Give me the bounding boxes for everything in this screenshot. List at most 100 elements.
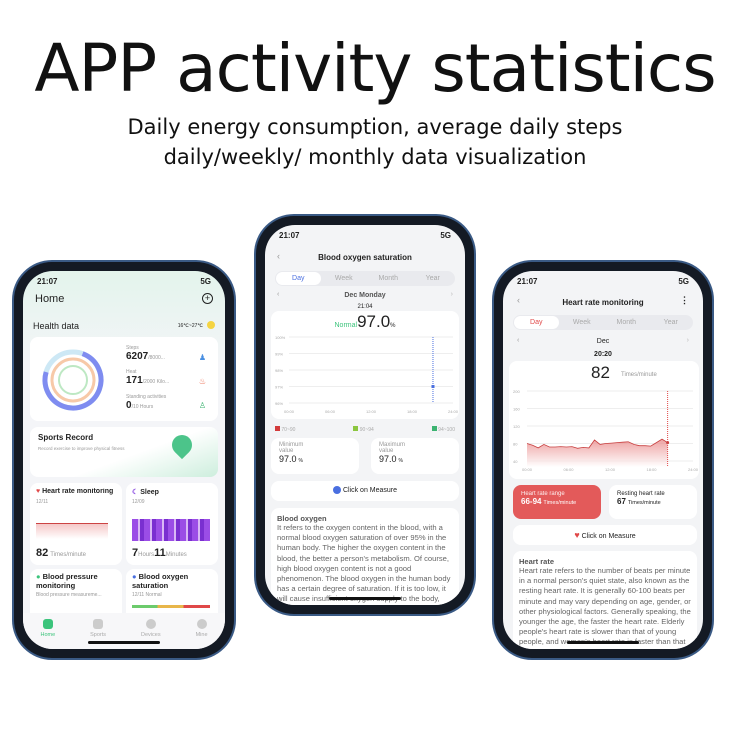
nav-sports[interactable]: Sports [90, 619, 106, 649]
sports-record-card[interactable]: Sports Record Record exercise to improve… [30, 427, 218, 477]
date-label: Dec Monday [344, 292, 386, 299]
x-tick-label: 12:00 [366, 409, 377, 414]
info-card: Heart rate Heart rate refers to the numb… [513, 551, 697, 649]
more-icon[interactable]: ⋮ [680, 295, 689, 305]
spo2-value: 97.0 [357, 312, 391, 331]
date-label: Dec [596, 338, 610, 345]
spo2-legend: 70~90 90~94 94~100 [275, 426, 455, 433]
phone-heart-rate: 21:07 5G ‹ Heart rate monitoring ⋮ Day Wee… [494, 262, 712, 658]
heart-mini-chart [36, 523, 108, 539]
x-tick-label: 00:00 [284, 409, 295, 414]
heart-icon: ♥ [574, 530, 580, 540]
heart-title: Heart rate monitoring [42, 488, 114, 495]
back-icon[interactable]: ‹ [277, 251, 280, 261]
hr-chart: 200 160 120 80 40 00:00 06:00 12:00 18:00 24:00 [513, 389, 699, 472]
data-point [431, 385, 435, 388]
tab-month[interactable]: Month [378, 275, 398, 282]
next-icon[interactable]: › [686, 337, 689, 344]
sleep-title: Sleep [140, 489, 159, 496]
nav-home[interactable]: Home [40, 619, 55, 649]
home-indicator [329, 597, 401, 600]
min-value-card: Minimum value 97.0 % [271, 438, 359, 474]
heart-rate-screen: 21:07 5G ‹ Heart rate monitoring ⋮ Day Wee… [503, 271, 703, 649]
screen-title: Blood oxygen saturation [318, 253, 412, 262]
max-value-card: Maximum value 97.0 % [371, 438, 459, 474]
x-tick-label: 24:00 [448, 409, 459, 414]
hr-chart-card: 82 Times/minute 200 160 120 80 40 00:00 06:00 1… [509, 361, 699, 479]
info-text: It refers to the oxygen content in the b… [277, 523, 451, 605]
y-tick-label: 80 [513, 442, 518, 447]
bp-desc: Blood pressure measureme... [36, 592, 102, 598]
info-card: Blood oxygen It refers to the oxygen con… [271, 508, 459, 605]
headline: APP activity statistics [34, 30, 716, 107]
sleep-card[interactable]: ☾ Sleep 12/09 7Hours11Minutes [126, 483, 218, 565]
heart-rate-card[interactable]: ♥ Heart rate monitoring 12/11 82 Times/m… [30, 483, 122, 565]
hr-unit: Times/minute [621, 372, 657, 378]
status-time: 21:07 [37, 277, 58, 286]
legend-item: 94~100 [431, 426, 455, 433]
nav-mine[interactable]: Mine [196, 619, 208, 649]
tab-week[interactable]: Week [572, 319, 591, 326]
moon-icon: ☾ [132, 489, 139, 496]
standing-stat: Standing activities 0/10 Hours [126, 394, 167, 411]
tab-day[interactable]: Day [276, 272, 321, 285]
sports-desc: Record exercise to improve physical fitn… [38, 446, 125, 451]
plus-circle-icon[interactable]: + [202, 293, 213, 304]
info-title: Heart rate [519, 557, 555, 566]
status-time: 21:07 [279, 231, 300, 240]
standing-icon: ♙ [198, 401, 206, 410]
hr-area [527, 439, 668, 467]
legend-item: 70~90 [275, 426, 295, 433]
x-tick-label: 18:00 [646, 467, 657, 472]
heart-date: 12/11 [36, 499, 49, 505]
x-tick-label: 12:00 [605, 467, 616, 472]
home-indicator [88, 641, 160, 644]
y-tick-label: 120 [513, 424, 520, 429]
y-tick-label: 100% [275, 335, 286, 340]
next-icon[interactable]: › [450, 291, 453, 298]
phone-spo2: 21:07 5G ‹ Blood oxygen saturation Day Wee… [256, 216, 474, 614]
oxygen-bar [132, 605, 210, 608]
x-tick-label: 00:00 [522, 467, 533, 472]
heart-icon: ♥ [36, 488, 41, 495]
y-tick-label: 200 [513, 389, 520, 394]
period-tabs: Day Week Month Year [513, 315, 693, 330]
data-point [666, 441, 670, 445]
oxygen-drop-icon [332, 486, 341, 495]
activity-card[interactable]: Steps 6207/8000... Heat 171/2000 Kilo... S… [30, 337, 218, 421]
tab-day[interactable]: Day [514, 316, 559, 329]
heart-value: 82 [36, 547, 49, 559]
x-tick-label: 06:00 [563, 467, 574, 472]
status-label: Normal [334, 322, 358, 329]
prev-icon[interactable]: ‹ [517, 337, 520, 344]
nav-devices[interactable]: Devices [141, 619, 161, 649]
sleep-chart [132, 519, 210, 541]
tab-week[interactable]: Week [334, 275, 353, 282]
status-time: 21:07 [517, 277, 538, 286]
spo2-screen: 21:07 5G ‹ Blood oxygen saturation Day Wee… [265, 225, 465, 605]
oxygen-icon: ● [132, 572, 137, 581]
home-screen: 21:07 5G Home + Health data 16℃~27℃ Steps… [23, 271, 225, 649]
sun-icon [207, 321, 215, 329]
x-tick-label: 24:00 [688, 467, 699, 472]
walk-icon: ♟ [198, 353, 206, 362]
screen-title: Heart rate monitoring [562, 298, 644, 307]
sleep-date: 12/09 [132, 499, 145, 505]
steps-stat: Steps 6207/8000... [126, 345, 165, 362]
network: 5G [200, 277, 211, 286]
period-tabs: Day Week Month Year [275, 271, 455, 286]
tab-month[interactable]: Month [616, 319, 636, 326]
legend-item: 90~94 [353, 426, 374, 433]
measure-button[interactable]: Click on Measure [271, 481, 459, 501]
y-tick-label: 98% [275, 368, 283, 373]
back-icon[interactable]: ‹ [517, 295, 520, 305]
oxygen-desc: 12/11 Normal [132, 592, 162, 598]
measure-button[interactable]: ♥ Click on Measure [513, 525, 697, 545]
page-title: Home [35, 293, 65, 305]
prev-icon[interactable]: ‹ [277, 291, 280, 298]
oxygen-title: Blood oxygen saturation [132, 572, 189, 590]
tab-year[interactable]: Year [663, 319, 678, 326]
hr-line [526, 438, 668, 449]
tab-year[interactable]: Year [425, 275, 440, 282]
heat-stat: Heat 171/2000 Kilo... [126, 369, 170, 386]
